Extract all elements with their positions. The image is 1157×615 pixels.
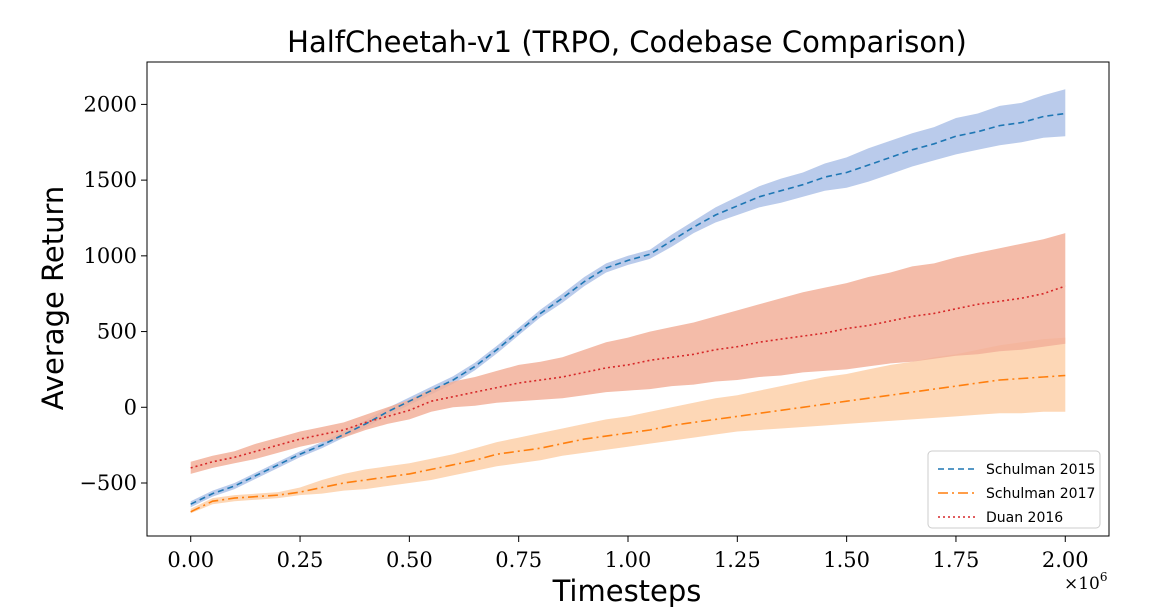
x-tick-label: 1.50	[823, 548, 870, 572]
legend-label-schulman-2015: Schulman 2015	[986, 462, 1095, 478]
x-multiplier-exponent: 6	[1100, 570, 1108, 584]
x-tick-label: 0.75	[495, 548, 542, 572]
x-tick-label: 0.25	[277, 548, 324, 572]
chart-title: HalfCheetah-v1 (TRPO, Codebase Compariso…	[287, 25, 967, 59]
x-axis-label: Timesteps	[552, 574, 702, 608]
line-duan-2016	[190, 285, 1066, 469]
x-tick-label: 1.00	[605, 548, 652, 572]
y-axis-ticks: −500 0 500 1000 1500 2000	[79, 92, 147, 495]
y-tick-label: 2000	[84, 92, 137, 116]
line-schulman-2017	[190, 374, 1066, 513]
legend-entries: Schulman 2015 Schulman 2017 Duan 2016	[938, 462, 1095, 526]
band-duan-2016	[190, 233, 1066, 474]
y-tick-label: 1000	[84, 244, 137, 268]
y-tick-label: −500	[79, 471, 137, 495]
x-tick-label: 0.00	[167, 548, 214, 572]
y-tick-label: 500	[97, 320, 137, 344]
y-axis-label: Average Return	[36, 186, 70, 411]
x-multiplier-base: ×10	[1064, 574, 1100, 594]
y-tick-label: 1500	[84, 168, 137, 192]
x-tick-label: 1.25	[714, 548, 761, 572]
series-lines	[190, 112, 1066, 513]
confidence-bands	[190, 89, 1066, 514]
legend-box	[927, 450, 1101, 529]
line-schulman-2015	[190, 112, 1066, 505]
band-schulman-2017	[190, 337, 1066, 514]
x-axis-multiplier: ×106	[1064, 570, 1108, 594]
x-axis-ticks: 0.00 0.25 0.50 0.75 1.00 1.25 1.50 1.75 2.00	[167, 536, 1089, 572]
x-tick-label: 0.50	[386, 548, 433, 572]
x-tick-label: 2.00	[1042, 548, 1089, 572]
y-tick-label: 0	[124, 395, 137, 419]
legend-label-schulman-2017: Schulman 2017	[986, 486, 1095, 502]
x-tick-label: 1.75	[933, 548, 980, 572]
legend-label-duan-2016: Duan 2016	[986, 510, 1063, 526]
legend: Schulman 2015 Schulman 2017 Duan 2016	[927, 450, 1101, 529]
